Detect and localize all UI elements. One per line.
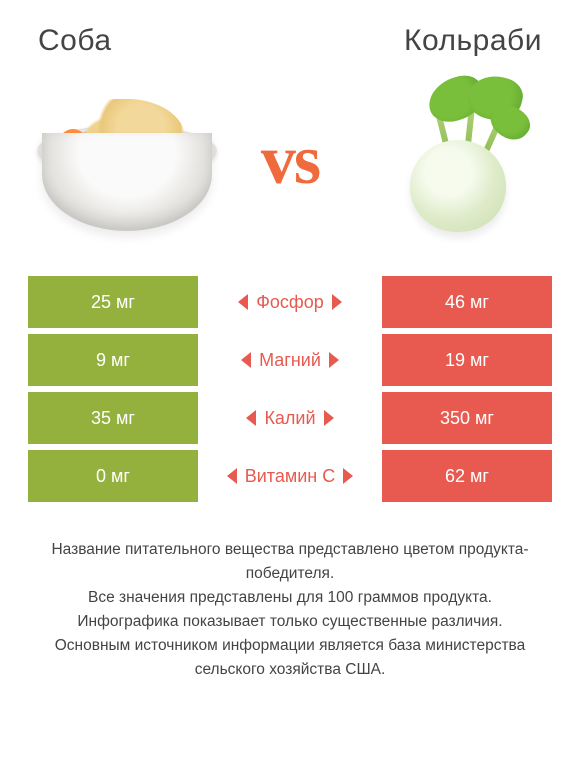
footnote-line: Название питательного вещества представл… — [38, 538, 542, 586]
hero-row: vs — [28, 76, 552, 246]
value-left: 25 мг — [28, 276, 198, 328]
chevron-left-icon — [246, 410, 256, 426]
table-row: 0 мг Витамин C 62 мг — [28, 450, 552, 502]
value-left: 35 мг — [28, 392, 198, 444]
chevron-right-icon — [324, 410, 334, 426]
nutrient-name: Фосфор — [256, 292, 324, 313]
product-image-left — [32, 76, 222, 246]
title-left: Соба — [38, 24, 112, 58]
table-row: 35 мг Калий 350 мг — [28, 392, 552, 444]
nutrient-label: Витамин C — [198, 450, 382, 502]
value-left: 0 мг — [28, 450, 198, 502]
nutrient-label: Фосфор — [198, 276, 382, 328]
value-left: 9 мг — [28, 334, 198, 386]
footnote-line: Все значения представлены для 100 граммо… — [38, 586, 542, 610]
footnote-line: Основным источником информации является … — [38, 634, 542, 682]
chevron-left-icon — [241, 352, 251, 368]
nutrient-label: Калий — [198, 392, 382, 444]
footnotes: Название питательного вещества представл… — [28, 538, 552, 682]
nutrient-name: Калий — [264, 408, 315, 429]
value-right: 46 мг — [382, 276, 552, 328]
nutrient-name: Витамин C — [245, 466, 335, 487]
chevron-right-icon — [329, 352, 339, 368]
value-right: 350 мг — [382, 392, 552, 444]
value-right: 19 мг — [382, 334, 552, 386]
comparison-table: 25 мг Фосфор 46 мг 9 мг Магний 19 мг 35 мг Кали… — [28, 276, 552, 502]
footnote-line: Инфографика показывает только существенн… — [38, 610, 542, 634]
chevron-left-icon — [238, 294, 248, 310]
value-right: 62 мг — [382, 450, 552, 502]
chevron-right-icon — [332, 294, 342, 310]
nutrient-name: Магний — [259, 350, 321, 371]
vs-label: vs — [261, 121, 319, 201]
title-row: Соба Кольраби — [28, 24, 552, 58]
product-image-right — [358, 76, 548, 246]
table-row: 25 мг Фосфор 46 мг — [28, 276, 552, 328]
chevron-left-icon — [227, 468, 237, 484]
chevron-right-icon — [343, 468, 353, 484]
title-right: Кольраби — [404, 24, 542, 58]
nutrient-label: Магний — [198, 334, 382, 386]
table-row: 9 мг Магний 19 мг — [28, 334, 552, 386]
